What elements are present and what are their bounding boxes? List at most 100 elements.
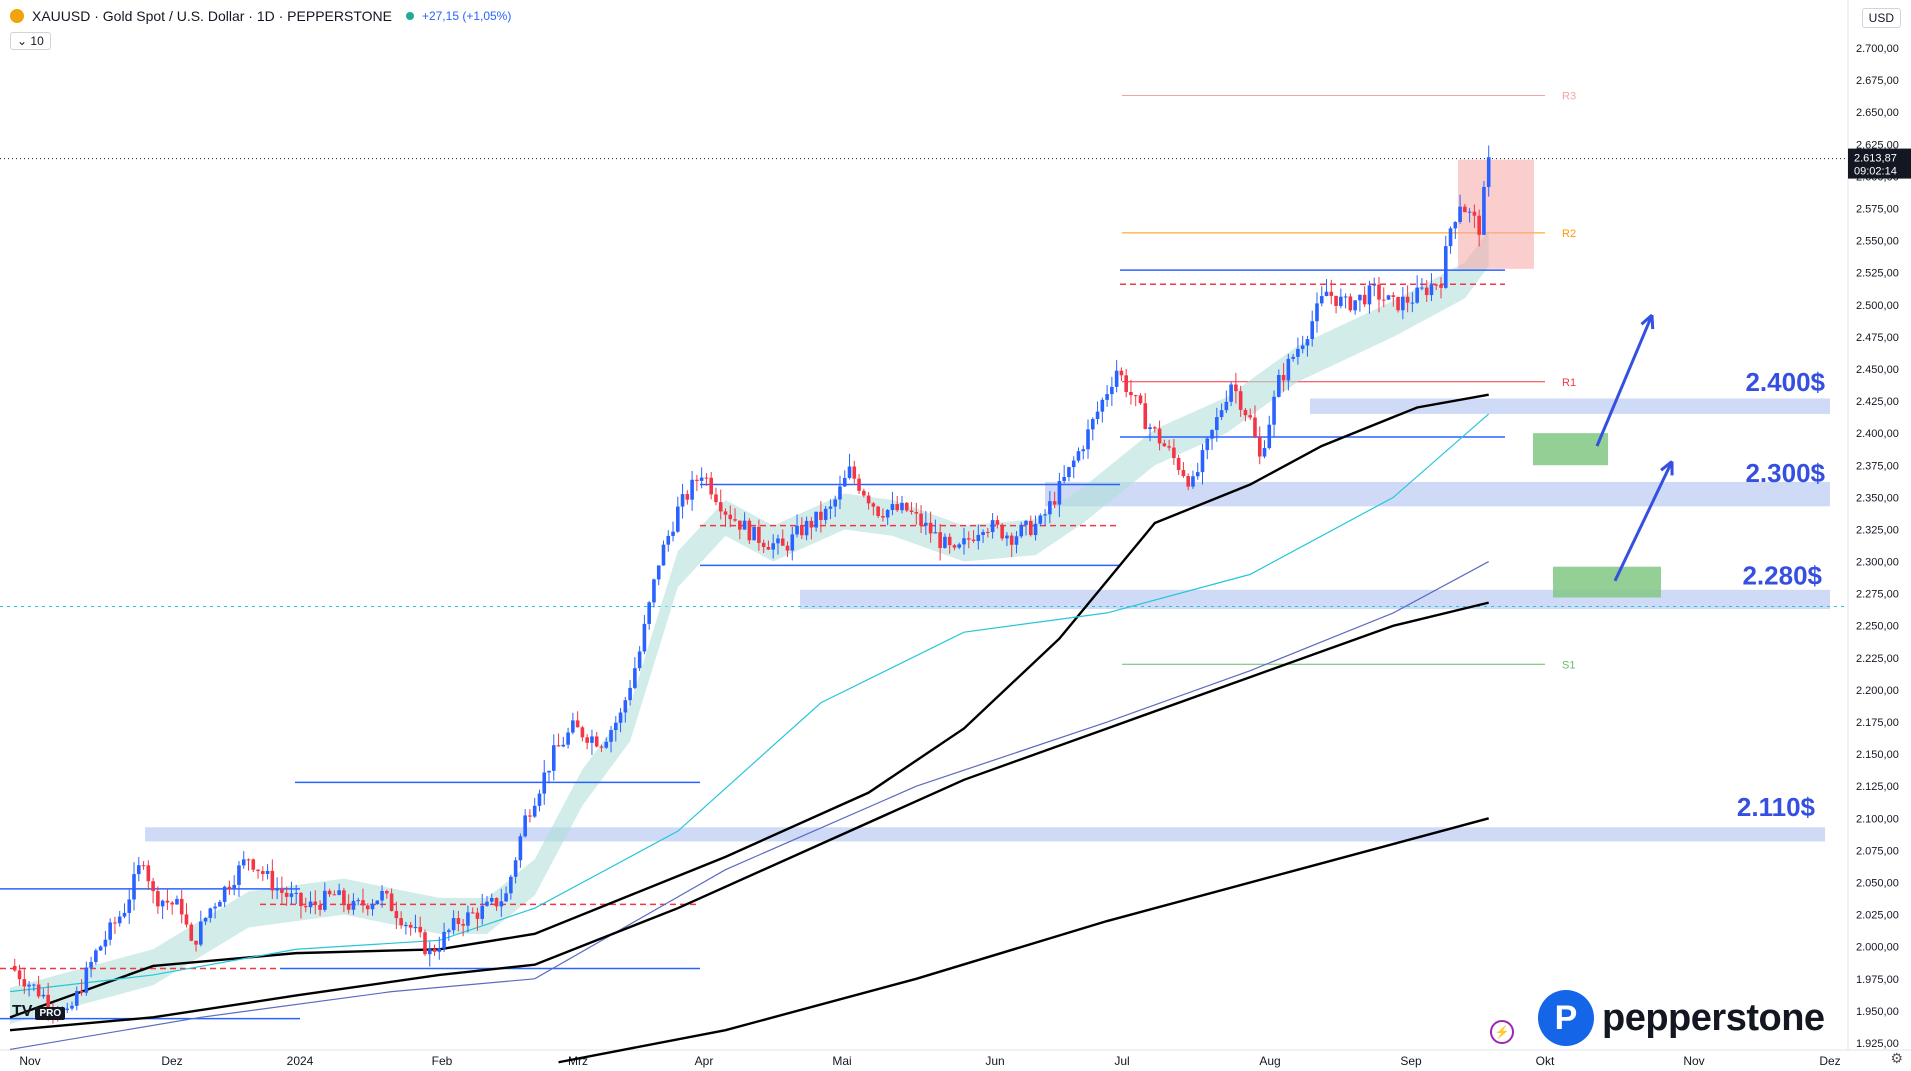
candle[interactable] <box>561 744 566 747</box>
candle[interactable] <box>609 730 613 742</box>
candle[interactable] <box>1429 284 1434 296</box>
candle[interactable] <box>594 736 599 747</box>
candle[interactable] <box>65 1008 70 1010</box>
candle[interactable] <box>1415 287 1419 303</box>
candle[interactable] <box>628 687 632 701</box>
candle[interactable] <box>1257 437 1262 457</box>
candle[interactable] <box>399 918 403 926</box>
candle[interactable] <box>585 737 589 743</box>
candle[interactable] <box>709 477 713 495</box>
candle[interactable] <box>323 890 327 910</box>
candle[interactable] <box>308 901 313 908</box>
candle[interactable] <box>1353 300 1357 311</box>
candle[interactable] <box>361 900 365 906</box>
candle[interactable] <box>1401 296 1405 311</box>
candle[interactable] <box>933 532 938 534</box>
candle[interactable] <box>1267 424 1272 449</box>
candle[interactable] <box>365 905 370 910</box>
candle[interactable] <box>771 543 775 550</box>
candle[interactable] <box>327 890 332 895</box>
candle[interactable] <box>966 538 971 540</box>
candle[interactable] <box>1453 221 1458 229</box>
candle[interactable] <box>261 871 265 874</box>
candle[interactable] <box>442 931 446 949</box>
candle[interactable] <box>156 891 160 907</box>
candle[interactable] <box>790 534 795 551</box>
candle[interactable] <box>1133 395 1138 397</box>
candle[interactable] <box>1405 296 1410 303</box>
candle[interactable] <box>881 516 885 518</box>
candle[interactable] <box>1319 296 1324 304</box>
candle[interactable] <box>938 532 942 548</box>
candle[interactable] <box>537 793 542 806</box>
candle[interactable] <box>1424 287 1429 296</box>
candle[interactable] <box>132 874 136 900</box>
candle[interactable] <box>995 520 1000 525</box>
candle[interactable] <box>1191 476 1195 487</box>
target-box[interactable] <box>1553 566 1661 598</box>
candle[interactable] <box>1014 536 1019 545</box>
candle[interactable] <box>800 525 804 536</box>
candle[interactable] <box>1334 295 1338 307</box>
candle[interactable] <box>852 466 857 479</box>
candle[interactable] <box>475 912 480 919</box>
candle[interactable] <box>871 503 876 507</box>
candle[interactable] <box>962 538 966 545</box>
candle[interactable] <box>1348 296 1353 311</box>
candle[interactable] <box>98 946 103 951</box>
candle[interactable] <box>451 918 456 931</box>
candle[interactable] <box>733 519 737 521</box>
candle[interactable] <box>94 950 98 962</box>
candle[interactable] <box>346 903 351 910</box>
candle[interactable] <box>613 722 618 731</box>
candle[interactable] <box>1153 427 1157 429</box>
candle[interactable] <box>814 511 818 528</box>
candle[interactable] <box>17 970 22 980</box>
candle[interactable] <box>642 623 647 652</box>
candle[interactable] <box>194 940 198 945</box>
candle[interactable] <box>1215 417 1219 431</box>
candle[interactable] <box>151 881 155 892</box>
candle[interactable] <box>337 890 341 895</box>
candle[interactable] <box>12 965 17 971</box>
candle[interactable] <box>1052 501 1057 505</box>
candle[interactable] <box>241 859 246 866</box>
candle[interactable] <box>699 477 704 481</box>
candle[interactable] <box>785 545 790 551</box>
candle[interactable] <box>1090 419 1095 430</box>
candle[interactable] <box>1157 428 1162 444</box>
candle[interactable] <box>136 865 141 875</box>
candle[interactable] <box>1343 296 1348 298</box>
candle[interactable] <box>904 502 909 511</box>
candle[interactable] <box>489 898 494 902</box>
candle[interactable] <box>456 918 461 924</box>
candle[interactable] <box>313 901 318 905</box>
candle[interactable] <box>1272 396 1276 425</box>
candle[interactable] <box>1391 295 1396 297</box>
candle[interactable] <box>447 930 451 932</box>
candle[interactable] <box>823 508 828 520</box>
candle[interactable] <box>1486 157 1491 187</box>
candle[interactable] <box>141 865 146 867</box>
candle[interactable] <box>380 891 384 901</box>
candle[interactable] <box>680 494 685 507</box>
candle[interactable] <box>175 898 179 905</box>
candle[interactable] <box>976 534 981 542</box>
candle[interactable] <box>1358 294 1362 301</box>
candle[interactable] <box>423 932 427 955</box>
candle[interactable] <box>461 923 465 926</box>
candle[interactable] <box>652 579 656 603</box>
candle[interactable] <box>237 865 241 885</box>
candle[interactable] <box>1043 514 1047 516</box>
candle[interactable] <box>666 535 671 545</box>
support-zone[interactable] <box>1045 481 1830 507</box>
candle[interactable] <box>1071 460 1076 468</box>
candle[interactable] <box>542 772 547 794</box>
candle[interactable] <box>924 522 928 526</box>
candle[interactable] <box>1176 458 1181 471</box>
candle[interactable] <box>1305 339 1310 346</box>
candle[interactable] <box>160 900 165 907</box>
candle[interactable] <box>618 712 623 723</box>
candle[interactable] <box>647 602 651 624</box>
candle[interactable] <box>1482 186 1486 235</box>
